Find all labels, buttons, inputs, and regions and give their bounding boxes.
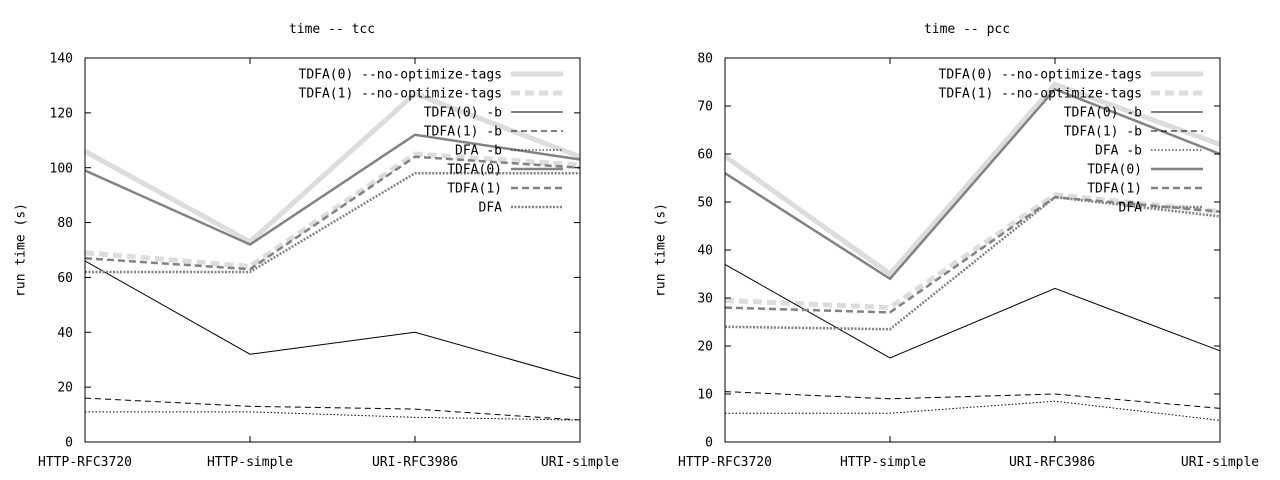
y-tick-label: 120	[50, 106, 73, 121]
x-tick-label: HTTP-RFC3720	[38, 455, 132, 470]
series-line	[84, 260, 581, 380]
y-tick-label: 0	[65, 436, 73, 451]
series-line	[83, 90, 581, 245]
legend-label: DFA -b	[1095, 144, 1142, 159]
series-line	[85, 411, 581, 421]
legend-label: TDFA(0) -b	[1064, 106, 1142, 121]
y-tick-label: 20	[57, 381, 73, 396]
legend-label: TDFA(0) --no-optimize-tags	[939, 68, 1143, 83]
plot-frame	[84, 57, 581, 443]
legend-label: TDFA(0)	[447, 163, 502, 178]
series-lines	[83, 90, 581, 421]
series-line	[724, 195, 1221, 331]
series-line	[724, 263, 1221, 359]
legend-label: TDFA(0) --no-optimize-tags	[299, 68, 503, 83]
series-line	[723, 81, 1221, 278]
x-tick-label: URI-RFC3986	[372, 455, 458, 470]
legend: TDFA(0) --no-optimize-tags TDFA(1) --no-o…	[939, 68, 1203, 216]
y-tick-label: 50	[697, 196, 713, 211]
y-tick-label: 80	[57, 216, 73, 231]
y-tick-label: 20	[697, 340, 713, 355]
series-line	[84, 397, 581, 421]
series-line	[84, 133, 581, 246]
legend-label: DFA	[479, 201, 503, 216]
y-axis-label: run time (s)	[14, 203, 29, 297]
legend: TDFA(0) --no-optimize-tags TDFA(1) --no-o…	[299, 68, 563, 216]
x-tick-label: HTTP-simple	[207, 455, 293, 470]
chart-title: time -- pcc	[924, 22, 1010, 37]
legend-label: TDFA(1) --no-optimize-tags	[939, 87, 1143, 102]
legend-label: TDFA(0)	[1087, 163, 1142, 178]
x-tick-label: URI-simple	[1181, 455, 1259, 470]
chart-tcc: time -- tcc run time (s) 0 20 40 60 80 100 120 14…	[14, 22, 620, 470]
y-tick-label: 140	[50, 52, 73, 67]
y-tick-label: 40	[57, 326, 73, 341]
series-line	[85, 171, 580, 274]
y-tick-label: 60	[697, 148, 713, 163]
series-line	[724, 87, 1221, 281]
legend-label: TDFA(1)	[447, 182, 502, 197]
y-axis-label: run time (s)	[654, 203, 669, 297]
series-line	[724, 391, 1221, 409]
y-tick-label: 100	[50, 161, 73, 176]
y-tick-label: 80	[697, 52, 713, 67]
legend-label: TDFA(0) -b	[424, 106, 502, 121]
legend-label: DFA -b	[455, 144, 502, 159]
y-tick-label: 30	[697, 292, 713, 307]
legend-label: TDFA(1) -b	[424, 125, 502, 140]
x-tick-label: HTTP-RFC3720	[678, 455, 772, 470]
y-tick-label: 40	[697, 244, 713, 259]
x-tick-label: URI-RFC3986	[1009, 455, 1095, 470]
x-tick-label: HTTP-simple	[840, 455, 926, 470]
legend-label: TDFA(1) --no-optimize-tags	[299, 87, 503, 102]
chart-pcc: time -- pcc run time (s) 0 10 20 30 40 50 60 70 80…	[654, 22, 1260, 470]
chart-title: time -- tcc	[289, 22, 375, 37]
series-lines	[723, 81, 1221, 421]
series-line	[724, 195, 1221, 314]
y-tick-label: 60	[57, 271, 73, 286]
legend-label: TDFA(1)	[1087, 182, 1142, 197]
y-tick-label: 70	[697, 100, 713, 115]
y-tick-label: 0	[705, 436, 713, 451]
legend-label: TDFA(1) -b	[1064, 125, 1142, 140]
series-line	[84, 155, 581, 271]
y-tick-label: 10	[697, 388, 713, 403]
legend-label: DFA	[1119, 201, 1143, 216]
series-line	[725, 400, 1221, 421]
x-tick-label: URI-simple	[541, 455, 619, 470]
